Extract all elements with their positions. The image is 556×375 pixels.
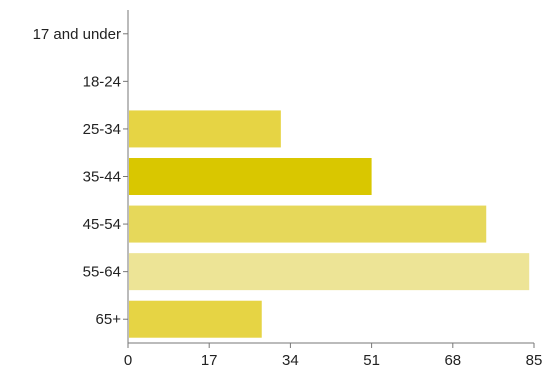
bars-group [129,110,530,338]
x-tick-label: 85 [526,352,543,369]
y-tick-label: 17 and under [33,26,121,43]
x-tick-label: 34 [282,352,299,369]
bar-35-44 [129,158,372,195]
x-tick-label: 68 [444,352,461,369]
x-tick-label: 17 [201,352,218,369]
bar-25-34 [129,110,281,148]
x-tick-label: 0 [124,352,132,369]
bar-65- [129,300,262,338]
bar-45-54 [129,205,487,243]
y-tick-labels-group: 17 and under 18-24 25-34 35-44 45-54 55-64 65+ [33,26,128,328]
y-tick-label: 25-34 [83,121,121,138]
bar-55-64 [129,253,530,291]
y-tick-label: 18-24 [83,73,121,90]
y-tick-label: 55-64 [83,264,121,281]
y-tick-label: 35-44 [83,169,121,186]
y-tick-label: 65+ [96,311,122,328]
y-tick-label: 45-54 [83,216,121,233]
x-tick-label: 51 [363,352,380,369]
x-ticks-group: 0 17 34 51 68 85 [124,343,543,369]
